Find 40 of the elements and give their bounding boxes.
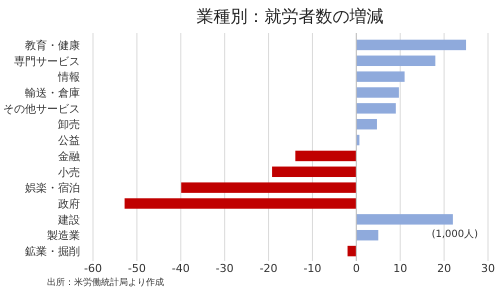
- bar: [356, 87, 399, 98]
- y-tick-label: 金融: [58, 150, 80, 163]
- y-tick-label: 鉱業・掘削: [25, 245, 80, 258]
- y-tick-label: 教育・健康: [25, 38, 80, 52]
- bar: [356, 214, 453, 225]
- x-tick-label: 30: [481, 262, 495, 275]
- y-tick-label: 小売: [58, 166, 80, 179]
- y-tick-label: 建設: [57, 213, 80, 226]
- x-tick-label: 20: [437, 262, 452, 275]
- y-tick-label: 公益: [58, 134, 80, 148]
- bar: [356, 56, 436, 66]
- y-tick-label: 娯楽・宿泊: [25, 182, 80, 195]
- bar: [181, 182, 356, 193]
- bar: [356, 103, 396, 114]
- y-tick-label: その他サービス: [3, 102, 80, 116]
- annotation: (1,000人): [432, 229, 478, 240]
- x-tick-label: -50: [128, 262, 146, 275]
- y-tick-label: 製造業: [47, 229, 80, 242]
- x-tick-label: 0: [352, 262, 360, 275]
- bar: [356, 118, 377, 130]
- bar: [356, 71, 405, 82]
- text: 出所：米労働統計局より作成: [47, 277, 164, 288]
- bar: [356, 230, 378, 240]
- x-tick-label: -30: [216, 262, 234, 275]
- x-tick-label: 10: [393, 262, 408, 275]
- y-tick-label: 輸送・倉庫: [25, 86, 80, 100]
- y-tick-label: 専門サービス: [14, 54, 80, 68]
- x-tick-label: -40: [172, 262, 190, 275]
- bar: [295, 150, 356, 162]
- y-tick-label: 卸売: [58, 118, 80, 132]
- y-tick-label: 政府: [58, 198, 80, 210]
- x-tick-label: -10: [303, 262, 322, 275]
- bar: [356, 40, 466, 50]
- bar: [348, 246, 356, 256]
- x-tick-label: -20: [260, 262, 278, 275]
- bar: [272, 166, 356, 178]
- y-tick-label: 情報: [57, 70, 80, 84]
- bar: [124, 198, 356, 209]
- x-tick-label: -60: [84, 262, 102, 275]
- chart-title: 業種別：就労者数の増減: [196, 7, 384, 27]
